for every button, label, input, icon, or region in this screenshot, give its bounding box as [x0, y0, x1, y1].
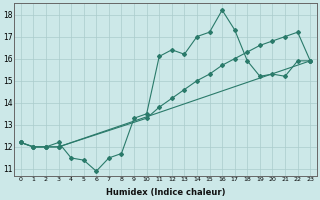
- X-axis label: Humidex (Indice chaleur): Humidex (Indice chaleur): [106, 188, 225, 197]
